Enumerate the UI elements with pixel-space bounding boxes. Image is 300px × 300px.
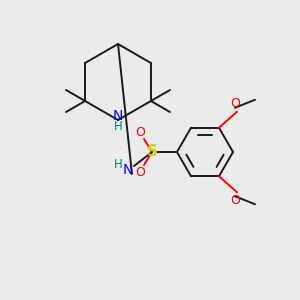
- Text: S: S: [146, 145, 158, 160]
- Text: H: H: [114, 158, 122, 170]
- Text: H: H: [114, 121, 122, 134]
- Text: N: N: [123, 163, 133, 177]
- Text: O: O: [135, 125, 145, 139]
- Text: O: O: [230, 97, 240, 110]
- Text: N: N: [113, 109, 123, 123]
- Text: O: O: [230, 194, 240, 207]
- Text: O: O: [135, 166, 145, 178]
